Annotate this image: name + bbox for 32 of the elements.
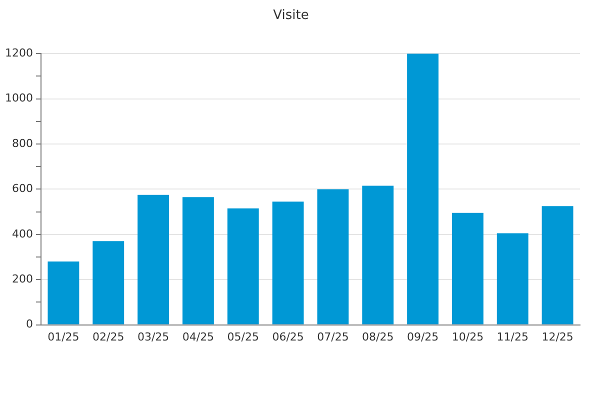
bar [227, 208, 259, 324]
bar [317, 189, 349, 324]
x-tick-label: 11/25 [496, 330, 528, 344]
y-tick-label: 1000 [4, 92, 33, 105]
y-tick-label: 400 [12, 227, 33, 240]
bar [48, 262, 80, 324]
bar [92, 241, 124, 324]
x-tick-label: 03/25 [137, 330, 170, 344]
x-tick-label: 06/25 [272, 330, 304, 344]
y-tick-label: 600 [12, 182, 33, 196]
x-tick-label: 12/25 [542, 330, 574, 344]
x-tick-label: 02/25 [92, 330, 124, 344]
bar [496, 233, 528, 324]
x-tick-label: 10/25 [452, 330, 484, 344]
x-tick-label: 08/25 [362, 330, 394, 344]
x-tick-label: 04/25 [182, 330, 214, 344]
bar [542, 206, 574, 324]
x-tick-label: 05/25 [227, 330, 259, 344]
bar [452, 212, 484, 324]
y-tick-label: 1200 [4, 46, 33, 60]
bar [407, 54, 439, 324]
y-tick-label: 200 [12, 272, 33, 286]
bar [182, 197, 214, 324]
bar [138, 194, 170, 324]
x-tick-label: 07/25 [317, 330, 349, 344]
y-tick-label: 800 [12, 136, 33, 150]
x-tick-label: 01/25 [48, 330, 80, 344]
bar [362, 186, 394, 324]
bar [272, 202, 304, 324]
chart-title: Visite [273, 8, 309, 24]
y-tick-label: 0 [26, 318, 33, 331]
x-tick-label: 09/25 [406, 330, 439, 344]
